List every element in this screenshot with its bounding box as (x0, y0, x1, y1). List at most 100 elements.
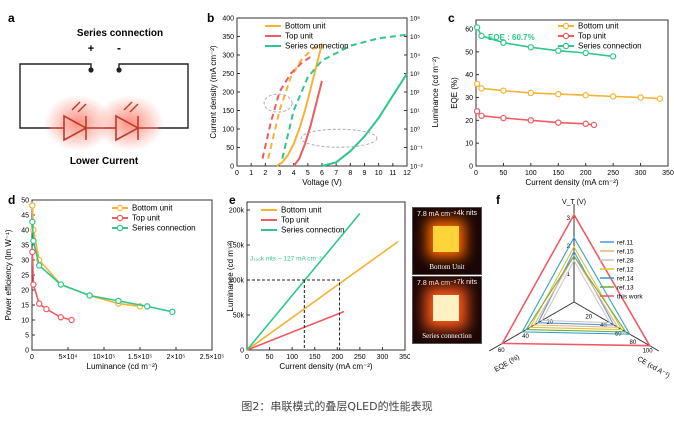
x-tick-label: 4 (292, 170, 296, 177)
radar-polygon (500, 212, 652, 347)
y-axis-label: Luminance (cd m⁻²) (226, 240, 235, 311)
data-point (582, 49, 589, 57)
x-axis-label: Voltage (V) (302, 178, 342, 187)
data-point (478, 85, 485, 92)
legend-marker (116, 224, 124, 232)
y-tick-label-right: 10⁻¹ (410, 145, 424, 152)
data-point (527, 44, 535, 51)
x-tick-label: 1 (249, 170, 253, 177)
data-point (36, 262, 43, 269)
x-tick-label: 350 (662, 170, 674, 177)
y-tick-label: 10 (465, 141, 473, 148)
x-tick-label: 7 (334, 170, 338, 177)
y-tick-label: 25 (21, 273, 29, 280)
y-tick-label: 350 (222, 34, 234, 41)
y-tick-label: 5 (25, 333, 29, 340)
data-point (590, 121, 598, 129)
x-axis-label: Luminance (cd m⁻²) (87, 362, 158, 371)
y-tick-label-right: 10⁻² (410, 164, 424, 171)
x-tick-label: 100 (525, 170, 537, 177)
y-tick-label-right: 10⁰ (410, 126, 420, 134)
x-tick-label: 100 (286, 354, 298, 361)
x-tick-label: 200 (331, 354, 343, 361)
diode-icon (104, 114, 158, 142)
y-tick-label: 50 (21, 198, 29, 205)
x-tick-label: 3 (278, 170, 282, 177)
data-point (473, 24, 481, 31)
photo-luminance: 4k nits (456, 210, 477, 217)
legend-label: Top unit (578, 32, 607, 41)
eqe-annotation: EQE : 60.7% (488, 33, 535, 42)
ce-tick-label: 100 (643, 349, 654, 355)
plot-frame (236, 17, 408, 167)
legend-label: ref.28 (617, 258, 634, 265)
radar-polygon (541, 259, 611, 324)
radar-polygon (525, 255, 627, 333)
y-tick-label: 50 (226, 145, 234, 152)
y-tick-label-right: 10⁵ (410, 34, 420, 41)
x-tick-label: 0 (245, 354, 249, 361)
x-tick-label: 8 (348, 170, 352, 177)
y-tick-label: 400 (222, 16, 234, 23)
v-tick-label: 1 (567, 272, 571, 278)
data-point (609, 93, 617, 100)
legend-marker (562, 42, 570, 50)
y-tick-label: 200 (222, 90, 234, 97)
data-point (43, 305, 50, 313)
data-line (246, 212, 361, 351)
x-tick-label: 2×10⁵ (167, 354, 186, 361)
legend-label: Bottom unit (285, 22, 326, 31)
data-point (86, 292, 93, 299)
photo-bottom-unit: 7.8 mA cm⁻² 4k nits Bottom Unit (412, 207, 482, 275)
legend-label: Top unit (285, 32, 314, 41)
data-point (582, 92, 589, 99)
y-tick-label: 0 (240, 348, 244, 355)
data-line (246, 240, 399, 351)
x-tick-label: 2.5×10⁵ (200, 354, 225, 361)
y-tick-label: 100 (222, 127, 234, 134)
eqe-tick-label: 60 (498, 348, 505, 354)
plot-frame (31, 199, 213, 351)
data-line (267, 43, 323, 159)
x-tick-label: 350 (399, 354, 410, 361)
x-tick-label: 10×10⁵ (93, 354, 116, 361)
j100k-annotation: J₁₀₀k nits ~ 127 mA cm⁻² (250, 255, 322, 262)
x-tick-label: 1.5×10⁵ (128, 354, 153, 361)
highlight-ellipse (263, 93, 293, 113)
x-tick-label: 5×10⁴ (59, 354, 78, 361)
data-line (31, 205, 141, 308)
x-tick-label: 9 (363, 170, 367, 177)
data-point (527, 117, 535, 124)
x-tick-label: 12 (403, 170, 411, 177)
x-tick-label: 0 (235, 170, 239, 177)
x-tick-label: 300 (635, 170, 647, 177)
data-line (476, 110, 595, 126)
x-tick-label: 10 (375, 170, 383, 177)
x-tick-label: 50 (266, 354, 274, 361)
legend-marker (116, 214, 124, 222)
legend-label: Series connection (281, 226, 345, 235)
x-tick-label: 0 (30, 354, 34, 361)
data-point (500, 39, 507, 46)
panel-label: c (448, 11, 455, 25)
panel-label: f (496, 193, 501, 207)
y-tick-label: 300 (222, 53, 234, 60)
y-tick-label: 40 (21, 228, 29, 235)
emission-arrows-icon (71, 101, 139, 113)
panel-b: b 0 1 2 3 4 5 6 7 8 9 10 11 120501001502002503003504… (207, 11, 440, 187)
axis-label-eqe: EQE (%) (494, 354, 521, 374)
guide-line (247, 279, 341, 350)
data-point (68, 316, 75, 324)
legend-label: Top unit (281, 216, 310, 225)
data-point (143, 303, 151, 310)
circuit-wire-right (118, 63, 189, 129)
data-line (321, 72, 408, 167)
radar-polygon (533, 254, 619, 328)
data-point (30, 281, 37, 288)
ce-tick-label: 20 (585, 315, 592, 321)
y-axis-label: Power efficiency (lm W⁻¹) (4, 229, 13, 320)
y-tick-label: 20 (21, 288, 29, 295)
data-point (473, 80, 481, 88)
legend-label: Series connection (578, 42, 642, 51)
